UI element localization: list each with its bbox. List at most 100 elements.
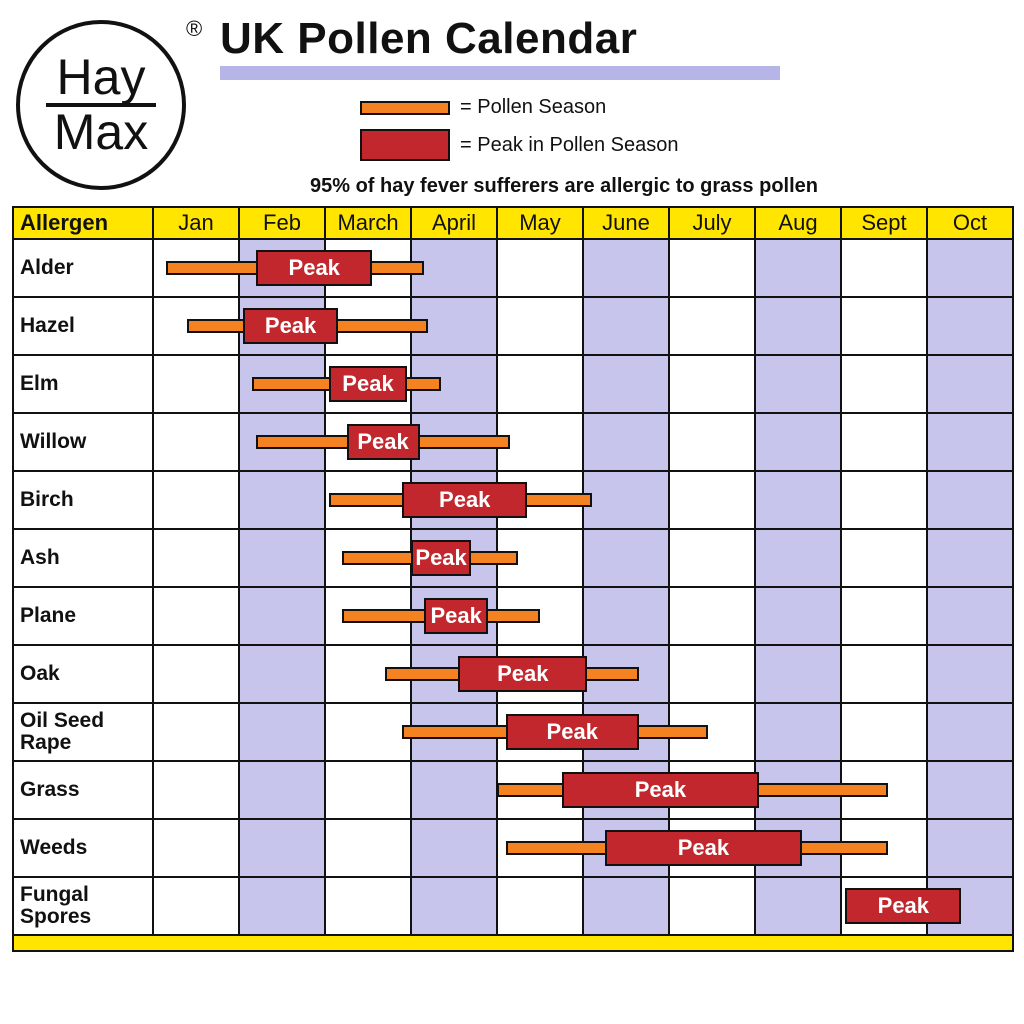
month-cell [153, 819, 239, 877]
month-cell [669, 297, 755, 355]
logo-line2: Max [54, 109, 148, 157]
month-cell [841, 297, 927, 355]
month-cell [153, 761, 239, 819]
title-underline [220, 66, 780, 80]
haymax-logo: Hay Max ® [12, 12, 202, 202]
month-cell [927, 703, 1013, 761]
legend-season-label: = Pollen Season [460, 96, 606, 119]
peak-box: Peak [347, 424, 420, 460]
allergen-label: Alder [13, 239, 153, 297]
month-cell [153, 471, 239, 529]
month-cell [239, 703, 325, 761]
peak-box: Peak [605, 830, 803, 866]
month-cell [755, 355, 841, 413]
month-cell [669, 355, 755, 413]
header-month: Oct [927, 207, 1013, 239]
month-cell [239, 587, 325, 645]
header-month: March [325, 207, 411, 239]
month-cell [583, 471, 669, 529]
logo-line1: Hay [57, 54, 146, 102]
allergen-label: Plane [13, 587, 153, 645]
month-cell [239, 819, 325, 877]
month-cell [927, 413, 1013, 471]
month-cell [153, 355, 239, 413]
peak-box: Peak [402, 482, 527, 518]
allergen-label: Willow [13, 413, 153, 471]
month-cell [669, 587, 755, 645]
peak-box: Peak [243, 308, 338, 344]
month-cell [927, 761, 1013, 819]
month-cell [841, 239, 927, 297]
month-cell [153, 587, 239, 645]
month-cell [755, 877, 841, 935]
month-cell [755, 587, 841, 645]
allergen-label: Grass [13, 761, 153, 819]
month-cell [153, 529, 239, 587]
month-cell [325, 761, 411, 819]
allergen-label: Oak [13, 645, 153, 703]
registered-mark: ® [186, 16, 202, 42]
month-cell [583, 297, 669, 355]
month-cell [497, 413, 583, 471]
allergen-label: Oil SeedRape [13, 703, 153, 761]
month-cell [755, 529, 841, 587]
peak-box: Peak [256, 250, 372, 286]
month-cell [239, 877, 325, 935]
month-cell [239, 471, 325, 529]
header-month: Feb [239, 207, 325, 239]
month-cell [927, 239, 1013, 297]
month-cell [755, 413, 841, 471]
month-cell [755, 297, 841, 355]
month-cell [583, 877, 669, 935]
allergen-label: Elm [13, 355, 153, 413]
header-month: Aug [755, 207, 841, 239]
allergen-label: FungalSpores [13, 877, 153, 935]
month-cell [411, 239, 497, 297]
peak-box: Peak [458, 656, 587, 692]
month-cell [411, 819, 497, 877]
month-cell [583, 239, 669, 297]
footer-bar [13, 935, 1013, 951]
peak-box: Peak [424, 598, 489, 634]
month-cell [755, 703, 841, 761]
month-cell [841, 529, 927, 587]
month-cell [583, 587, 669, 645]
month-cell [669, 645, 755, 703]
month-cell [153, 877, 239, 935]
month-cell [841, 703, 927, 761]
legend-peak-label: = Peak in Pollen Season [460, 134, 679, 157]
month-cell [239, 529, 325, 587]
month-cell [239, 645, 325, 703]
legend: = Pollen Season = Peak in Pollen Season [360, 96, 1012, 161]
month-cell [669, 529, 755, 587]
peak-box: Peak [845, 888, 961, 924]
legend-season-swatch [360, 101, 450, 115]
legend-peak-swatch [360, 129, 450, 161]
month-cell [841, 645, 927, 703]
month-cell [669, 877, 755, 935]
fact-note: 95% of hay fever sufferers are allergic … [310, 175, 1012, 198]
month-cell [669, 239, 755, 297]
month-cell [497, 239, 583, 297]
month-cell [325, 703, 411, 761]
allergen-label: Hazel [13, 297, 153, 355]
month-cell [927, 819, 1013, 877]
month-cell [927, 297, 1013, 355]
month-cell [927, 471, 1013, 529]
month-cell [583, 529, 669, 587]
month-cell [755, 471, 841, 529]
header-month: June [583, 207, 669, 239]
header-allergen: Allergen [13, 207, 153, 239]
peak-box: Peak [506, 714, 639, 750]
peak-box: Peak [411, 540, 471, 576]
month-cell [411, 877, 497, 935]
month-cell [325, 819, 411, 877]
month-cell [239, 761, 325, 819]
month-cell [669, 413, 755, 471]
allergen-label: Weeds [13, 819, 153, 877]
month-cell [497, 355, 583, 413]
month-cell [927, 355, 1013, 413]
month-cell [755, 239, 841, 297]
month-cell [927, 645, 1013, 703]
month-cell [841, 355, 927, 413]
